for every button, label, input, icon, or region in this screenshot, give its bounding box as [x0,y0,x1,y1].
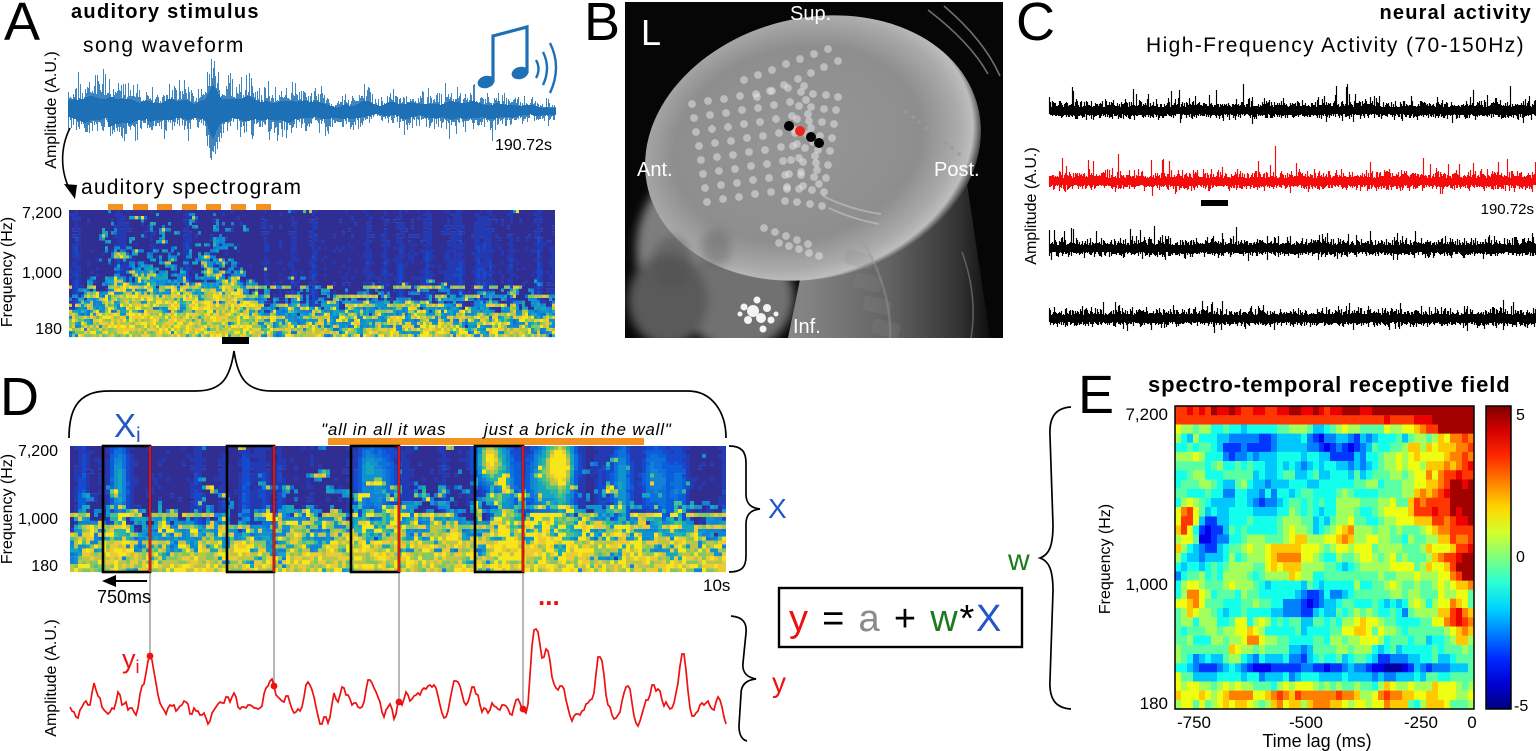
svg-text:Frequency (Hz): Frequency (Hz) [1097,504,1114,614]
svg-text:B: B [584,0,620,52]
svg-text:just a brick in the wall": just a brick in the wall" [482,420,672,439]
svg-text:7,200: 7,200 [18,443,58,460]
svg-text:spectro-temporal receptive fie: spectro-temporal receptive field [1148,372,1511,397]
svg-text:E: E [1078,365,1114,425]
svg-text:Inf.: Inf. [793,316,821,338]
svg-text:Amplitude (A.U.): Amplitude (A.U.) [43,51,60,168]
svg-text:auditory spectrogram: auditory spectrogram [81,176,302,199]
svg-text:5: 5 [1516,407,1525,424]
svg-text:7,200: 7,200 [1125,405,1168,424]
svg-text:180: 180 [31,558,58,575]
svg-text:750ms: 750ms [97,587,151,607]
svg-text:180: 180 [35,321,62,338]
svg-text:High-Frequency Activity (70-15: High-Frequency Activity (70-150Hz) [1146,34,1525,57]
svg-text:0: 0 [1516,549,1525,566]
svg-text:Amplitude (A.U.): Amplitude (A.U.) [43,619,60,736]
svg-text:-250: -250 [1404,713,1438,732]
svg-text:y: y [772,667,786,698]
svg-text:Sup.: Sup. [790,3,831,25]
svg-text:Frequency (Hz): Frequency (Hz) [0,217,16,327]
svg-text:10s: 10s [703,576,730,595]
svg-text:Post.: Post. [934,159,980,181]
svg-text:D: D [0,367,39,427]
svg-text:-750: -750 [1177,713,1211,732]
svg-text:"all in all it was: "all in all it was [321,420,446,439]
svg-text:Amplitude (A.U.): Amplitude (A.U.) [1023,147,1040,264]
svg-text:1,000: 1,000 [1125,575,1168,594]
svg-text:neural activity: neural activity [1379,2,1532,24]
svg-text:Frequency (Hz): Frequency (Hz) [0,454,16,564]
svg-text:Ant.: Ant. [637,159,673,181]
svg-text:-500: -500 [1289,713,1323,732]
svg-text:A: A [4,0,40,52]
svg-text:song waveform: song waveform [83,34,245,57]
svg-text:yi: yi [122,644,140,677]
svg-text:L: L [641,12,661,53]
svg-text:C: C [1016,0,1055,52]
svg-text:y = a + w*X: y = a + w*X [789,598,1003,640]
svg-text:auditory stimulus: auditory stimulus [71,1,260,23]
svg-text:0: 0 [1467,713,1476,732]
svg-text:1,000: 1,000 [18,511,58,528]
svg-text:190.72s: 190.72s [495,137,552,154]
svg-text:-5: -5 [1514,698,1528,715]
svg-text:7,200: 7,200 [22,205,62,222]
svg-text:180: 180 [1140,694,1168,713]
svg-text:1,000: 1,000 [22,265,62,282]
svg-text:190.72s: 190.72s [1481,201,1534,218]
svg-text:...: ... [538,581,560,611]
svg-text:Time lag (ms): Time lag (ms) [1262,731,1371,751]
svg-text:w: w [1007,544,1030,577]
svg-text:X: X [768,493,787,524]
